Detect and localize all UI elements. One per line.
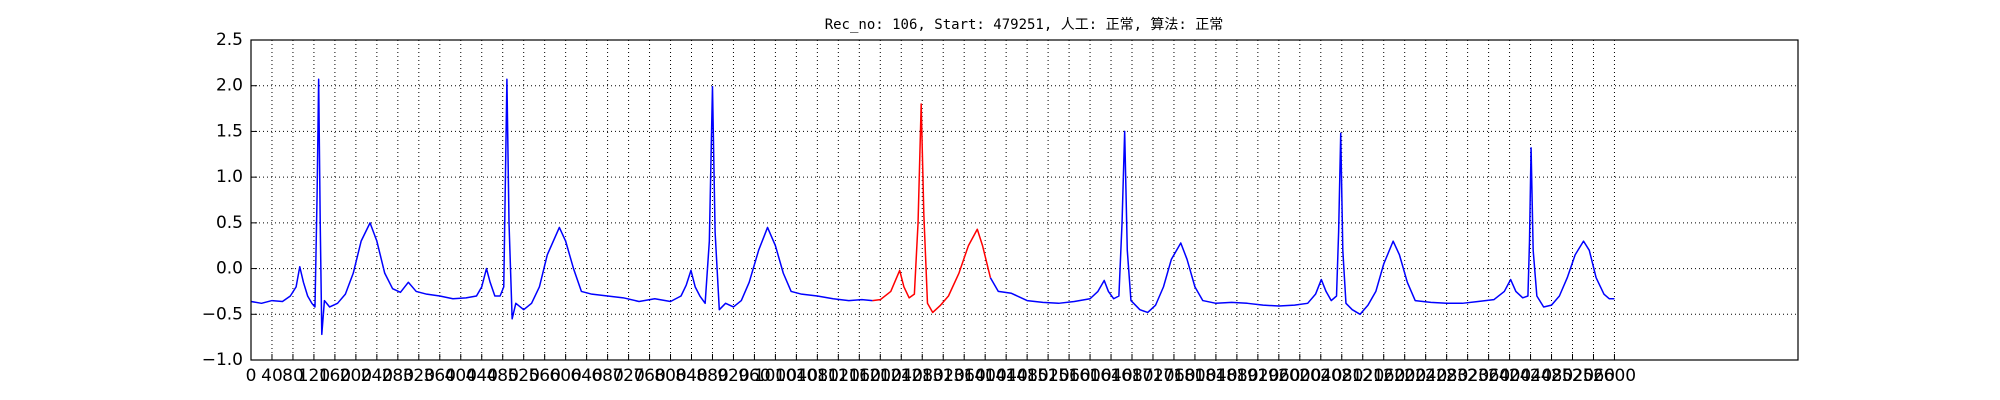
y-tick-label: 2.5 xyxy=(216,30,243,50)
y-tick-label: 1.5 xyxy=(216,121,243,141)
x-tick-label: 1240 xyxy=(880,366,923,386)
x-tick-label: 2200 xyxy=(1383,366,1426,386)
x-tick-label: 720 xyxy=(612,366,644,386)
x-tick-label: 400 xyxy=(445,366,477,386)
x-tick-label: 1840 xyxy=(1194,366,1237,386)
plot-area: −1.0−0.50.00.51.01.52.02.50 40 80120160200… xyxy=(202,30,1798,386)
series-line xyxy=(250,78,1615,336)
x-tick-label: 960 xyxy=(738,366,770,386)
x-tick-label: 2520 xyxy=(1551,366,1594,386)
x-tick-label: 520 xyxy=(507,366,539,386)
x-tick-label: 1160 xyxy=(838,366,881,386)
x-tick-label: 1960 xyxy=(1257,366,1300,386)
series-line xyxy=(872,103,992,314)
x-tick-label: 680 xyxy=(591,366,623,386)
x-tick-label: 2320 xyxy=(1446,366,1489,386)
x-tick-label: 160 xyxy=(319,366,351,386)
x-tick-label: 2360 xyxy=(1467,366,1510,386)
x-tick-label: 1480 xyxy=(1005,366,1048,386)
x-tick-label: 1320 xyxy=(922,366,965,386)
x-tick-label: 1400 xyxy=(964,366,1007,386)
x-tick-label: 2280 xyxy=(1425,366,1468,386)
x-tick-label: 1200 xyxy=(859,366,902,386)
y-tick-label: −0.5 xyxy=(202,304,243,324)
x-tick-label: 600 xyxy=(549,366,581,386)
y-tick-label: 2.0 xyxy=(216,76,243,96)
x-tick-label: 2040 xyxy=(1299,366,1342,386)
y-tick-label: 0.0 xyxy=(216,259,243,279)
x-tick-label: 1880 xyxy=(1215,366,1258,386)
x-tick-label: 440 xyxy=(466,366,498,386)
x-tick-label: 240 xyxy=(361,366,393,386)
x-tick-label: 2600 xyxy=(1593,366,1636,386)
x-tick-label: 1360 xyxy=(943,366,986,386)
x-tick-label: 1000 xyxy=(754,366,797,386)
x-tick-label: 320 xyxy=(403,366,435,386)
x-tick-label: 640 xyxy=(570,366,602,386)
x-tick-label: 280 xyxy=(382,366,414,386)
x-tick-label: 1800 xyxy=(1173,366,1216,386)
x-tick-label: 200 xyxy=(340,366,372,386)
x-tick-label: 2400 xyxy=(1488,366,1531,386)
x-tick-label: 2440 xyxy=(1509,366,1552,386)
axes-frame xyxy=(250,39,1799,361)
x-tick-label: 1080 xyxy=(796,366,839,386)
x-tick-label: 920 xyxy=(717,366,749,386)
x-tick-label: 1600 xyxy=(1068,366,1111,386)
x-tick-label: 2000 xyxy=(1278,366,1321,386)
x-tick-label: 1680 xyxy=(1110,366,1153,386)
x-tick-label: 760 xyxy=(633,366,665,386)
x-tick-label: 1560 xyxy=(1047,366,1090,386)
x-tick-label: 2120 xyxy=(1341,366,1384,386)
x-tick-label: 2480 xyxy=(1530,366,1573,386)
x-tick-label: 2080 xyxy=(1320,366,1363,386)
x-tick-label: 1040 xyxy=(775,366,818,386)
x-tick-label: 800 xyxy=(654,366,686,386)
y-tick-label: 0.5 xyxy=(216,213,243,233)
x-tick-label: 1520 xyxy=(1026,366,1069,386)
x-tick-label: 840 xyxy=(675,366,707,386)
x-tick-label: 2160 xyxy=(1362,366,1405,386)
x-tick-label: 0 xyxy=(246,366,257,386)
x-tick-label: 1280 xyxy=(901,366,944,386)
x-tick-label: 120 xyxy=(298,366,330,386)
x-tick-label: 1920 xyxy=(1236,366,1279,386)
y-tick-label: −1.0 xyxy=(202,350,243,370)
x-tick-label: 1440 xyxy=(985,366,1028,386)
x-tick-label: 1760 xyxy=(1152,366,1195,386)
x-tick-label: 80 xyxy=(282,366,304,386)
x-tick-label: 40 xyxy=(261,366,283,386)
x-tick-label: 360 xyxy=(424,366,456,386)
y-tick-label: 1.0 xyxy=(216,167,243,187)
x-tick-label: 1120 xyxy=(817,366,860,386)
chart-title: Rec_no: 106, Start: 479251, 人工: 正常, 算法: … xyxy=(825,17,1224,33)
x-tick-label: 2240 xyxy=(1404,366,1447,386)
x-tick-label: 880 xyxy=(696,366,728,386)
x-tick-label: 480 xyxy=(486,366,518,386)
x-tick-label: 1640 xyxy=(1089,366,1132,386)
x-tick-label: 2560 xyxy=(1572,366,1615,386)
x-tick-label: 560 xyxy=(528,366,560,386)
x-tick-label: 1720 xyxy=(1131,366,1174,386)
